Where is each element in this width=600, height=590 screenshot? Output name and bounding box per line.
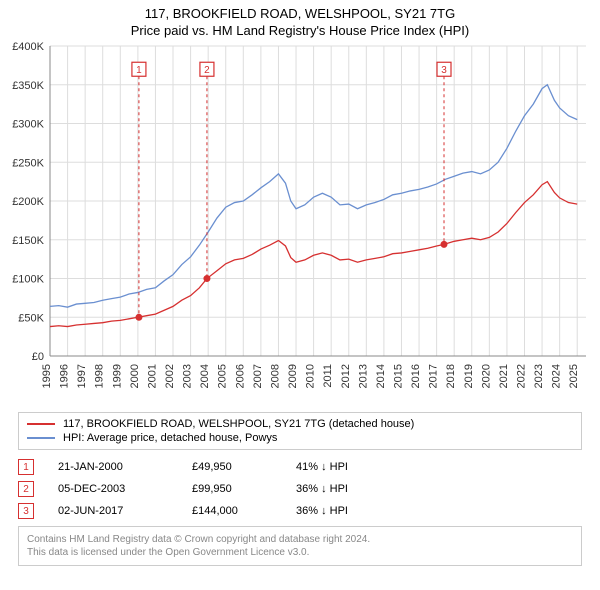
- sale-price: £99,950: [192, 483, 272, 495]
- svg-text:2008: 2008: [269, 364, 281, 388]
- svg-text:2000: 2000: [129, 364, 141, 388]
- chart-area: £0 £50K £100K £150K £200K £250K £300K £350K £400…: [0, 38, 600, 408]
- svg-text:1998: 1998: [94, 364, 106, 388]
- sale-date: 05-DEC-2003: [58, 483, 168, 495]
- sale-date: 02-JUN-2017: [58, 505, 168, 517]
- svg-text:2014: 2014: [375, 364, 387, 388]
- attribution-footer: Contains HM Land Registry data © Crown c…: [18, 526, 582, 566]
- legend-swatch-hpi: [27, 437, 55, 439]
- svg-text:2013: 2013: [357, 364, 369, 388]
- svg-text:2003: 2003: [182, 364, 194, 388]
- svg-text:1996: 1996: [59, 364, 71, 388]
- chart-svg: £0 £50K £100K £150K £200K £250K £300K £350K £400…: [0, 38, 600, 408]
- title-line2: Price paid vs. HM Land Registry's House …: [0, 23, 600, 38]
- sale-price: £144,000: [192, 505, 272, 517]
- svg-text:2025: 2025: [568, 364, 580, 388]
- sale-pct-vs-hpi: 36% ↓ HPI: [296, 505, 386, 517]
- sale-marker-3: 3: [18, 503, 34, 519]
- svg-text:2006: 2006: [234, 364, 246, 388]
- svg-text:2010: 2010: [305, 364, 317, 388]
- svg-text:2004: 2004: [199, 364, 211, 388]
- footer-line1: Contains HM Land Registry data © Crown c…: [27, 533, 573, 546]
- svg-text:2: 2: [204, 65, 210, 76]
- svg-text:£150K: £150K: [12, 235, 44, 247]
- svg-text:2015: 2015: [392, 364, 404, 388]
- svg-text:2023: 2023: [533, 364, 545, 388]
- legend-item-hpi: HPI: Average price, detached house, Powy…: [27, 431, 573, 445]
- sale-pct-vs-hpi: 36% ↓ HPI: [296, 483, 386, 495]
- svg-text:1997: 1997: [76, 364, 88, 388]
- svg-text:2002: 2002: [164, 364, 176, 388]
- sales-table: 1 21-JAN-2000 £49,950 41% ↓ HPI 2 05-DEC…: [18, 456, 582, 522]
- sale-date: 21-JAN-2000: [58, 461, 168, 473]
- footer-line2: This data is licensed under the Open Gov…: [27, 546, 573, 559]
- sale-marker-dot: [135, 314, 142, 321]
- page-container: 117, BROOKFIELD ROAD, WELSHPOOL, SY21 7T…: [0, 0, 600, 566]
- svg-text:2009: 2009: [287, 364, 299, 388]
- title-line1: 117, BROOKFIELD ROAD, WELSHPOOL, SY21 7T…: [0, 6, 600, 21]
- legend-label-hpi: HPI: Average price, detached house, Powy…: [63, 432, 277, 444]
- svg-text:2012: 2012: [340, 364, 352, 388]
- svg-text:2022: 2022: [515, 364, 527, 388]
- sale-row: 3 02-JUN-2017 £144,000 36% ↓ HPI: [18, 500, 582, 522]
- sale-row: 1 21-JAN-2000 £49,950 41% ↓ HPI: [18, 456, 582, 478]
- sale-marker-dot: [203, 275, 210, 282]
- svg-text:£350K: £350K: [12, 80, 44, 92]
- svg-text:£50K: £50K: [18, 312, 44, 324]
- title-block: 117, BROOKFIELD ROAD, WELSHPOOL, SY21 7T…: [0, 0, 600, 38]
- legend-item-property: 117, BROOKFIELD ROAD, WELSHPOOL, SY21 7T…: [27, 417, 573, 431]
- svg-text:£200K: £200K: [12, 196, 44, 208]
- svg-text:3: 3: [441, 65, 447, 76]
- svg-text:1: 1: [136, 65, 142, 76]
- legend-swatch-property: [27, 423, 55, 425]
- sale-marker-1: 1: [18, 459, 34, 475]
- svg-text:2016: 2016: [410, 364, 422, 388]
- legend-label-property: 117, BROOKFIELD ROAD, WELSHPOOL, SY21 7T…: [63, 418, 414, 430]
- svg-text:2011: 2011: [322, 364, 334, 388]
- svg-text:1999: 1999: [111, 364, 123, 388]
- svg-text:2007: 2007: [252, 364, 264, 388]
- svg-text:£300K: £300K: [12, 119, 44, 131]
- svg-text:1995: 1995: [41, 364, 53, 388]
- sale-price: £49,950: [192, 461, 272, 473]
- legend: 117, BROOKFIELD ROAD, WELSHPOOL, SY21 7T…: [18, 412, 582, 450]
- svg-text:2018: 2018: [445, 364, 457, 388]
- sale-marker-dot: [441, 241, 448, 248]
- sale-pct-vs-hpi: 41% ↓ HPI: [296, 461, 386, 473]
- svg-text:£100K: £100K: [12, 274, 44, 286]
- svg-text:2021: 2021: [498, 364, 510, 388]
- svg-text:2020: 2020: [480, 364, 492, 388]
- sale-marker-2: 2: [18, 481, 34, 497]
- svg-text:2024: 2024: [551, 364, 563, 388]
- svg-text:2001: 2001: [146, 364, 158, 388]
- svg-text:2005: 2005: [217, 364, 229, 388]
- svg-text:£0: £0: [32, 351, 44, 363]
- sale-row: 2 05-DEC-2003 £99,950 36% ↓ HPI: [18, 478, 582, 500]
- svg-text:£400K: £400K: [12, 41, 44, 53]
- svg-text:£250K: £250K: [12, 157, 44, 169]
- svg-text:2017: 2017: [428, 364, 440, 388]
- svg-text:2019: 2019: [463, 364, 475, 388]
